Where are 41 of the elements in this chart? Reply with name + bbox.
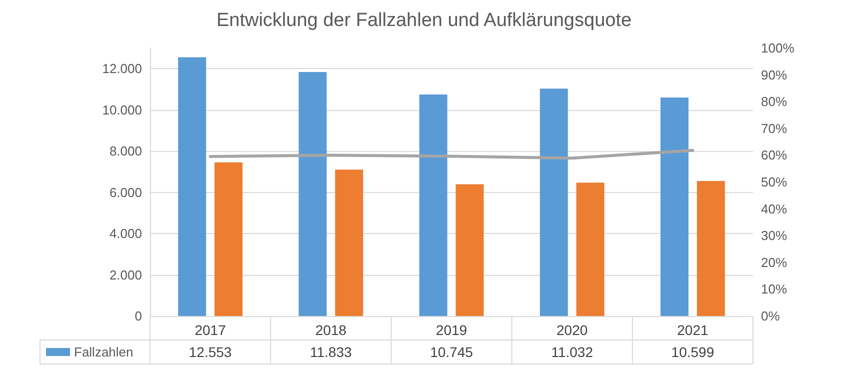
bar — [298, 72, 327, 316]
data-label: 11.833 — [310, 344, 352, 360]
y-tick-label: 6.000 — [109, 184, 142, 200]
y2-tick-label: 10% — [761, 282, 788, 297]
x-tick-label: 2019 — [436, 322, 468, 338]
y2-tick-label: 20% — [761, 254, 788, 270]
data-label: 11.032 — [551, 344, 594, 360]
bar — [696, 180, 725, 316]
y-tick-label: 8.000 — [109, 144, 142, 159]
y-tick-label: 4.000 — [109, 226, 142, 242]
y2-tick-label: 70% — [761, 120, 788, 136]
y2-tick-label: 30% — [761, 228, 788, 244]
bar — [178, 57, 206, 316]
y-tick-label: 2.000 — [109, 267, 142, 282]
legend-label: Fallzahlen — [74, 344, 134, 360]
x-tick-label: 2018 — [315, 322, 347, 338]
y2-tick-label: 100% — [761, 40, 795, 56]
y2-tick-label: 0% — [761, 308, 780, 324]
y-tick-label: 0 — [134, 308, 142, 324]
y2-tick-label: 40% — [761, 201, 788, 216]
bar — [660, 98, 688, 316]
x-tick-label: 2020 — [556, 322, 588, 338]
bar — [456, 184, 484, 316]
y2-tick-label: 50% — [761, 174, 788, 190]
x-tick-label: 2017 — [194, 322, 226, 338]
y-tick-label: 12.000 — [102, 61, 142, 76]
bar — [335, 170, 364, 316]
y-tick-label: 10.000 — [102, 102, 142, 118]
x-tick-label: 2021 — [677, 322, 708, 338]
data-label: 12.553 — [188, 344, 232, 360]
line-series — [208, 148, 694, 160]
bar — [214, 162, 242, 316]
y2-tick-label: 60% — [761, 148, 788, 163]
data-label: 10.599 — [671, 344, 714, 360]
y2-tick-label: 90% — [761, 67, 788, 82]
y2-tick-label: 80% — [761, 94, 788, 110]
data-label: 10.745 — [430, 344, 474, 360]
chart-title: Entwicklung der Fallzahlen und Aufklärungsquote — [216, 10, 632, 31]
bar — [540, 88, 568, 316]
bar — [576, 182, 604, 316]
bar — [419, 94, 448, 316]
